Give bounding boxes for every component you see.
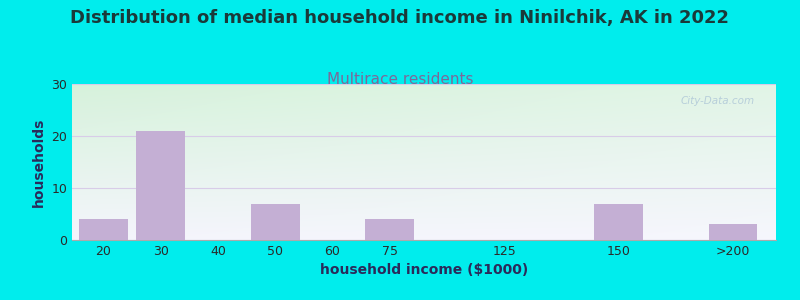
Text: City-Data.com: City-Data.com	[681, 97, 755, 106]
Bar	[79, 219, 128, 240]
X-axis label: household income ($1000): household income ($1000)	[320, 263, 528, 278]
Bar	[251, 204, 299, 240]
Y-axis label: households: households	[32, 117, 46, 207]
Bar	[594, 204, 643, 240]
Bar	[709, 224, 758, 240]
Bar	[366, 219, 414, 240]
Bar	[136, 131, 185, 240]
Text: Multirace residents: Multirace residents	[326, 72, 474, 87]
Text: Distribution of median household income in Ninilchik, AK in 2022: Distribution of median household income …	[70, 9, 730, 27]
